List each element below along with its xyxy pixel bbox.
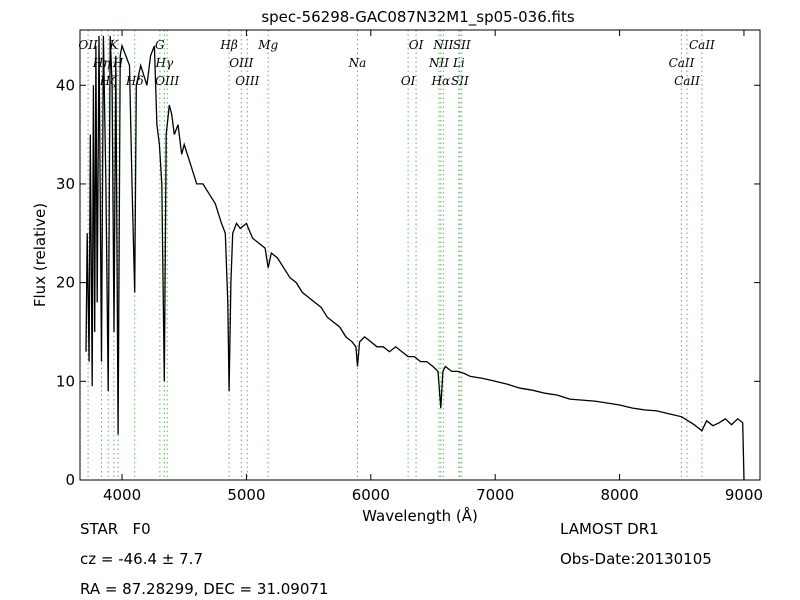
plot-frame [79, 29, 761, 481]
spectral-line-label: H [112, 56, 124, 70]
spectral-line-label: Hγ [155, 56, 174, 70]
spectral-line-label: CaII [674, 74, 700, 88]
x-tick-label: 9000 [725, 486, 763, 504]
x-tick-label: 4000 [103, 486, 141, 504]
y-tick-label: 10 [56, 372, 75, 390]
spectral-line-label: Hβ [219, 38, 237, 52]
spectral-line-label: OI [409, 38, 424, 52]
spectrum-line [85, 35, 745, 481]
spectral-line-label: SII [451, 74, 469, 88]
spectral-line-label: CaII [669, 56, 695, 70]
spectral-line-label: Mg [257, 38, 278, 52]
spectral-line-label: Hα [431, 74, 451, 88]
obs-date: Obs-Date:20130105 [560, 550, 712, 568]
star-class: STAR F0 [80, 520, 151, 538]
x-tick-label: 8000 [600, 486, 638, 504]
x-tick-label: 6000 [352, 486, 390, 504]
spectral-line-label: NII [432, 38, 453, 52]
x-tick-label: 7000 [476, 486, 514, 504]
spectral-line-label: OII [78, 38, 98, 52]
spectral-line-label: Hδ [125, 74, 144, 88]
spectral-line-label: OIII [229, 56, 253, 70]
y-tick-label: 0 [65, 471, 75, 489]
coordinates: RA = 87.28299, DEC = 31.09071 [80, 580, 328, 598]
y-tick-label: 30 [56, 175, 75, 193]
spectral-line-label: K [108, 38, 119, 52]
redshift: cz = -46.4 ± 7.7 [80, 550, 203, 568]
spectral-line-label: Li [452, 56, 465, 70]
y-tick-label: 40 [56, 76, 75, 94]
y-axis-label: Flux (relative) [31, 203, 49, 307]
spectral-line-label: NII [428, 56, 449, 70]
spectral-line-label: SII [453, 38, 471, 52]
spectral-line-label: OI [401, 74, 416, 88]
x-axis-label: Wavelength (Å) [362, 506, 478, 525]
spectral-line-label: Na [348, 56, 367, 70]
spectral-line-label: OIII [155, 74, 179, 88]
spectral-line-label: OIII [235, 74, 259, 88]
survey: LAMOST DR1 [560, 520, 659, 538]
x-tick-label: 5000 [227, 486, 265, 504]
spectral-line-label: G [155, 38, 165, 52]
y-tick-label: 20 [56, 274, 75, 292]
spectral-line-label: CaII [689, 38, 715, 52]
chart-title: spec-56298-GAC087N32M1_sp05-036.fits [261, 8, 574, 27]
